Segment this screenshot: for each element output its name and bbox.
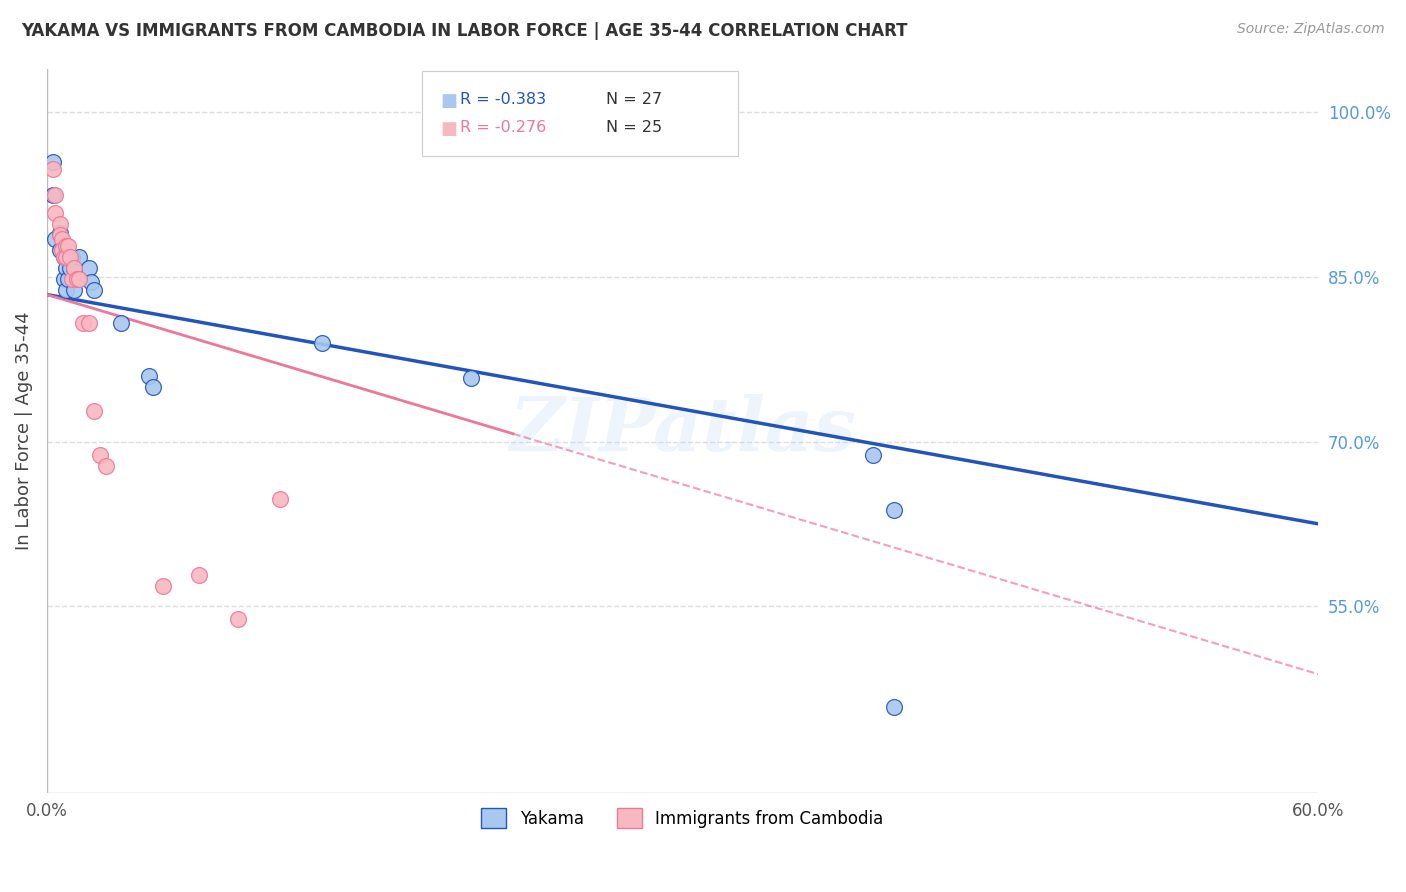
Point bbox=[152, 579, 174, 593]
Point bbox=[226, 612, 249, 626]
Point bbox=[77, 261, 100, 276]
Text: N = 25: N = 25 bbox=[606, 120, 662, 136]
Point bbox=[60, 272, 83, 286]
Point bbox=[77, 316, 100, 330]
Point bbox=[55, 250, 77, 264]
Text: N = 27: N = 27 bbox=[606, 92, 662, 107]
Point bbox=[44, 206, 66, 220]
Point bbox=[48, 226, 70, 240]
Point bbox=[52, 272, 75, 286]
Y-axis label: In Labor Force | Age 35-44: In Labor Force | Age 35-44 bbox=[15, 311, 32, 549]
Point bbox=[52, 250, 75, 264]
Point bbox=[188, 568, 211, 582]
Text: R = -0.383: R = -0.383 bbox=[460, 92, 546, 107]
Text: R = -0.276: R = -0.276 bbox=[460, 120, 546, 136]
Point bbox=[55, 250, 77, 264]
Point bbox=[56, 272, 79, 286]
Point bbox=[42, 187, 65, 202]
Point bbox=[60, 250, 83, 264]
Point bbox=[42, 154, 65, 169]
Point bbox=[52, 250, 75, 264]
Point bbox=[55, 261, 77, 276]
Point bbox=[63, 261, 86, 276]
Text: ZIPatlas: ZIPatlas bbox=[509, 394, 856, 467]
Point bbox=[72, 316, 94, 330]
Point bbox=[48, 243, 70, 257]
Point bbox=[883, 502, 905, 516]
Text: YAKAMA VS IMMIGRANTS FROM CAMBODIA IN LABOR FORCE | AGE 35-44 CORRELATION CHART: YAKAMA VS IMMIGRANTS FROM CAMBODIA IN LA… bbox=[21, 22, 908, 40]
Point bbox=[59, 250, 82, 264]
Point bbox=[83, 283, 105, 297]
Point bbox=[48, 228, 70, 243]
Point bbox=[83, 404, 105, 418]
Point bbox=[42, 162, 65, 177]
Legend: Yakama, Immigrants from Cambodia: Yakama, Immigrants from Cambodia bbox=[475, 801, 890, 835]
Point bbox=[63, 261, 86, 276]
Point bbox=[138, 368, 160, 383]
Point bbox=[55, 283, 77, 297]
Point bbox=[51, 231, 73, 245]
Point bbox=[80, 276, 103, 290]
Point bbox=[48, 217, 70, 231]
Point bbox=[44, 231, 66, 245]
Point bbox=[89, 448, 111, 462]
Point bbox=[311, 335, 333, 350]
Point bbox=[269, 491, 291, 506]
Point bbox=[65, 272, 87, 286]
Point bbox=[55, 239, 77, 253]
Point bbox=[96, 458, 118, 473]
Point bbox=[63, 283, 86, 297]
Point bbox=[59, 261, 82, 276]
Point bbox=[883, 700, 905, 714]
Text: Source: ZipAtlas.com: Source: ZipAtlas.com bbox=[1237, 22, 1385, 37]
Point bbox=[51, 243, 73, 257]
Text: ■: ■ bbox=[440, 92, 457, 110]
Point bbox=[110, 316, 132, 330]
Point bbox=[862, 448, 884, 462]
Point bbox=[142, 380, 165, 394]
Point bbox=[67, 272, 90, 286]
Point bbox=[460, 371, 482, 385]
Point bbox=[56, 239, 79, 253]
Text: ■: ■ bbox=[440, 120, 457, 138]
Point bbox=[44, 187, 66, 202]
Point bbox=[67, 250, 90, 264]
